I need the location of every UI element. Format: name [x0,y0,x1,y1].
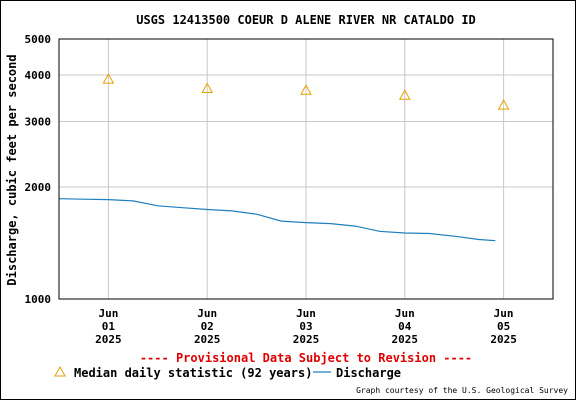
y-tick-label: 3000 [25,116,52,129]
median-triangle-marker [497,99,510,110]
y-tick-label: 4000 [25,69,52,82]
legend-label-discharge: Discharge [336,366,401,380]
x-tick-label-line: 02 [201,320,214,333]
legend: Median daily statistic (92 years) Dischar… [54,365,401,380]
x-tick-label-line: Jun [395,307,415,320]
x-tick-label-line: 2025 [392,333,419,346]
discharge-line [58,198,496,242]
x-tick-label-line: 05 [497,320,510,333]
legend-label-median: Median daily statistic (92 years) [74,366,312,380]
y-tick-labels: 1000 2000 3000 4000 5000 [25,33,52,306]
x-tick-label-line: 2025 [194,333,221,346]
x-tick-label-line: Jun [98,307,118,320]
median-triangle-marker [201,82,214,94]
y-tick-label: 5000 [25,33,52,46]
grid-lines [59,38,553,300]
median-triangle-marker [102,73,115,84]
x-tick-label-line: 03 [299,320,312,333]
credit-text: Graph courtesy of the U.S. Geological Su… [356,386,568,395]
provisional-notice: ---- Provisional Data Subject to Revisio… [140,351,472,365]
legend-triangle-icon [54,365,66,377]
x-tick-label-line: 2025 [293,333,320,346]
x-tick-label-line: 2025 [95,333,122,346]
data-marks [58,73,510,242]
median-triangle-marker [398,89,411,100]
median-triangle-marker [300,84,312,95]
x-tick-label-line: 2025 [490,333,517,346]
x-tick-label-line: Jun [197,307,217,320]
x-tick-label-line: Jun [296,307,316,320]
x-tick-label-line: 04 [398,320,412,333]
x-tick-labels: Jun012025Jun022025Jun032025Jun042025Jun0… [95,307,517,346]
y-tick-label: 2000 [25,181,52,194]
x-tick-label-line: Jun [494,307,514,320]
y-tick-label: 1000 [25,293,52,306]
x-tick-label-line: 01 [102,320,116,333]
plot-area-border [58,38,554,300]
chart-title: USGS 12413500 COEUR D ALENE RIVER NR CAT… [136,13,476,27]
y-axis-label: Discharge, cubic feet per second [5,54,19,285]
